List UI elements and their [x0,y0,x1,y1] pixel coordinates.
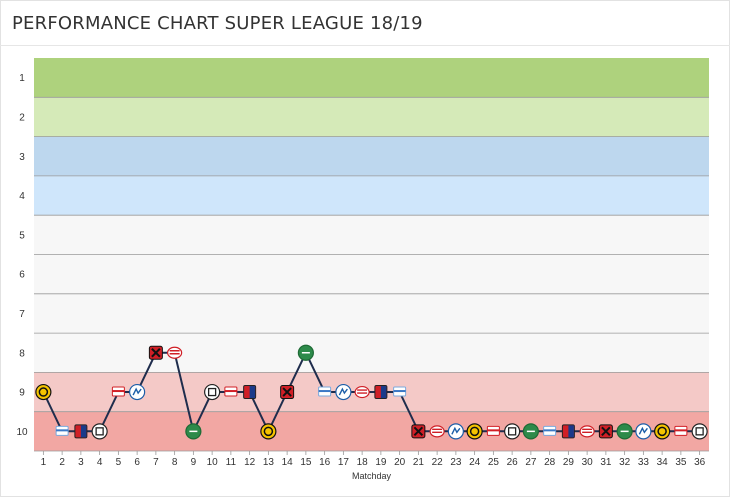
rank-band-4 [34,175,709,216]
rank-band-6 [34,254,709,294]
data-point-matchday-17[interactable] [335,383,352,401]
x-axis-ticks: 1 2 3 4 5 6 7 8 9 10 11 12 13 14 15 16 17 18 19 20 21 22 23 24 2… [41,451,706,468]
data-point-matchday-33[interactable] [635,423,652,440]
y-tick-label: 7 [19,309,25,320]
x-tick-label: 18 [357,457,369,468]
y-tick-label: 5 [19,230,25,241]
data-point-matchday-32[interactable] [616,423,633,440]
data-point-matchday-25[interactable] [486,425,500,436]
series-points [35,344,708,440]
y-tick-label: 2 [19,112,25,123]
x-tick-label: 1 [41,457,47,468]
data-point-matchday-24[interactable] [466,423,483,440]
x-axis-title: Matchday [352,471,392,481]
x-tick-label: 27 [525,457,537,468]
data-point-matchday-12[interactable] [243,385,257,400]
data-point-matchday-8[interactable] [167,346,183,359]
y-tick-label: 8 [19,348,25,359]
x-tick-label: 19 [375,457,387,468]
x-tick-label: 13 [263,457,275,468]
rank-band-1 [34,58,709,98]
x-tick-label: 32 [619,457,631,468]
data-point-matchday-27[interactable] [522,423,539,440]
x-tick-label: 2 [59,457,65,468]
data-point-matchday-11[interactable] [224,386,238,397]
data-point-matchday-5[interactable] [111,386,125,397]
x-tick-label: 22 [432,457,444,468]
data-point-matchday-6[interactable] [129,383,146,401]
x-tick-label: 23 [450,457,462,468]
x-tick-label: 12 [244,457,256,468]
data-point-matchday-7[interactable] [148,345,163,360]
x-tick-label: 30 [582,457,594,468]
y-axis-ticks: 1 2 3 4 5 6 7 8 9 10 [16,73,28,438]
y-tick-label: 6 [19,270,25,281]
x-tick-label: 7 [153,457,159,468]
data-point-matchday-22[interactable] [429,425,445,438]
data-point-matchday-28[interactable] [543,425,557,436]
chart-title: PERFORMANCE CHART SUPER LEAGUE 18/19 [12,13,423,34]
data-point-matchday-26[interactable] [504,423,521,440]
data-point-matchday-30[interactable] [579,425,595,438]
data-point-matchday-20[interactable] [393,386,407,397]
y-tick-label: 3 [19,152,25,163]
data-point-matchday-15[interactable] [297,344,314,361]
data-point-matchday-13[interactable] [260,423,277,440]
y-tick-label: 9 [19,388,25,399]
data-point-matchday-34[interactable] [654,423,671,440]
data-point-matchday-16[interactable] [318,386,332,397]
x-tick-label: 29 [563,457,575,468]
x-tick-label: 20 [394,457,406,468]
rank-band-7 [34,293,709,334]
data-point-matchday-3[interactable] [74,424,88,439]
rank-band-2 [34,97,709,137]
x-tick-label: 36 [694,457,706,468]
y-tick-label: 4 [19,191,25,202]
y-tick-label: 1 [19,73,25,84]
data-point-matchday-23[interactable] [447,423,464,440]
rank-band-3 [34,136,709,176]
y-tick-label: 10 [16,427,28,438]
x-tick-label: 11 [226,457,237,468]
data-point-matchday-29[interactable] [561,424,575,439]
title-divider [0,45,730,46]
x-tick-label: 6 [134,457,140,468]
x-tick-label: 35 [675,457,687,468]
x-tick-label: 31 [600,457,612,468]
x-tick-label: 17 [338,457,350,468]
data-point-matchday-31[interactable] [598,424,613,439]
x-tick-label: 10 [207,457,219,468]
x-tick-label: 9 [191,457,197,468]
x-tick-label: 33 [638,457,650,468]
data-point-matchday-14[interactable] [280,385,295,400]
x-tick-label: 25 [488,457,500,468]
x-tick-label: 15 [300,457,312,468]
x-tick-label: 21 [413,457,425,468]
rank-band-8 [34,333,709,373]
data-point-matchday-35[interactable] [674,425,688,436]
data-point-matchday-18[interactable] [354,385,370,399]
x-tick-label: 24 [469,457,481,468]
rank-band-5 [34,215,709,255]
x-tick-label: 34 [657,457,669,468]
data-point-matchday-1[interactable] [35,383,52,401]
x-tick-label: 5 [116,457,122,468]
data-point-matchday-4[interactable] [91,423,108,440]
rank-bands [34,58,709,452]
x-tick-label: 4 [97,457,103,468]
data-point-matchday-2[interactable] [55,425,69,436]
x-tick-label: 16 [319,457,331,468]
x-tick-label: 3 [78,457,84,468]
data-point-matchday-10[interactable] [204,383,221,401]
x-tick-label: 28 [544,457,556,468]
data-point-matchday-36[interactable] [691,423,708,440]
data-point-matchday-9[interactable] [185,423,202,440]
data-point-matchday-19[interactable] [374,385,388,400]
data-point-matchday-21[interactable] [411,424,426,439]
x-tick-label: 26 [507,457,519,468]
x-tick-label: 14 [282,457,294,468]
x-tick-label: 8 [172,457,178,468]
